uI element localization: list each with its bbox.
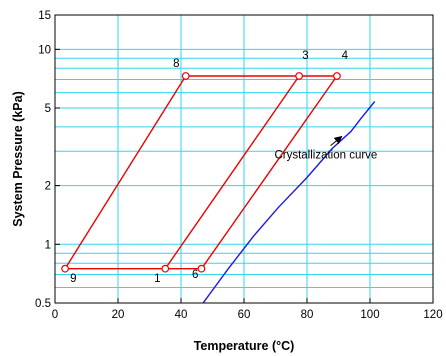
data-point-marker: [61, 264, 69, 273]
point-labels: 8 3 4 9 1 6: [70, 50, 349, 285]
x-tick-label: 60: [238, 309, 251, 321]
point-label: 4: [342, 50, 349, 62]
x-tick-label: 20: [112, 309, 125, 321]
x-tick-label: 80: [301, 309, 314, 321]
point-label: 1: [154, 273, 160, 285]
point-label: 3: [302, 50, 308, 62]
x-axis-title: Temperature (°C): [194, 339, 295, 353]
point-label: 8: [173, 58, 179, 70]
data-markers: [61, 72, 341, 273]
cycle-line: [64, 75, 338, 270]
annotations: Crystallization curve: [274, 135, 377, 162]
data-point-marker: [181, 72, 190, 80]
y-tick-label: 2: [45, 181, 51, 193]
y-tick-label: 0.5: [35, 298, 51, 310]
x-axis-ticks: 0 20 40 60 80 100 120: [52, 298, 443, 321]
data-point-marker: [197, 264, 206, 273]
annotation-arrow: [330, 135, 343, 147]
x-tick-label: 0: [52, 309, 58, 321]
cycle-line: [164, 75, 300, 270]
y-tick-label: 5: [45, 103, 51, 115]
y-axis-title: System Pressure (kPa): [11, 91, 25, 227]
x-tick-label: 100: [360, 309, 379, 321]
data-point-marker: [161, 264, 170, 273]
data-point-marker: [295, 72, 304, 80]
data-point-marker: [333, 72, 341, 80]
crystallization-curve-line: [202, 101, 376, 303]
point-label: 6: [192, 269, 198, 281]
point-label: 9: [70, 273, 76, 285]
y-tick-label: 15: [38, 10, 51, 22]
x-tick-label: 40: [175, 309, 188, 321]
x-tick-label: 120: [423, 309, 442, 321]
y-tick-label: 10: [38, 44, 51, 56]
annotation-label: Crystallization curve: [274, 150, 377, 162]
y-tick-label: 1: [45, 239, 51, 251]
data-series: [64, 75, 376, 303]
y-axis-ticks: 0.5 1 2 5 10 15: [35, 10, 60, 310]
